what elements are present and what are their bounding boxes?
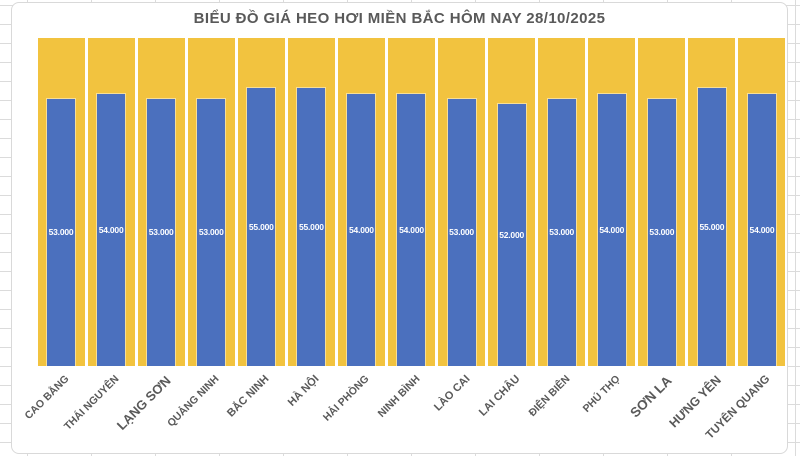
chart-title: BIỂU ĐỒ GIÁ HEO HƠI MIỀN BẮC HÔM NAY 28/…: [193, 10, 606, 27]
bar-group: 54.000: [587, 38, 637, 366]
value-label: 53.000: [549, 227, 575, 238]
value-bar[interactable]: 54.000: [397, 93, 426, 366]
plot-area: 53.000 54.000 53.000 53.000 55.000 55.000 54.0…: [36, 38, 787, 366]
value-label: 53.000: [649, 227, 675, 238]
value-label: 55.000: [699, 222, 725, 233]
value-label: 52.000: [499, 229, 525, 240]
bar-group: 54.000: [336, 38, 386, 366]
value-label: 55.000: [248, 222, 274, 233]
x-axis-label: LẠNG SƠN: [113, 373, 174, 433]
value-bar[interactable]: 55.000: [297, 88, 326, 366]
x-axis-label: QUẢNG NINH: [165, 373, 222, 430]
value-bar[interactable]: 55.000: [697, 88, 726, 366]
bar-group: 54.000: [386, 38, 436, 366]
value-bar[interactable]: 54.000: [597, 93, 626, 366]
value-label: 54.000: [399, 224, 424, 235]
value-bar[interactable]: 55.000: [247, 88, 276, 366]
bar-group: 54.000: [86, 38, 136, 366]
value-label: 55.000: [298, 222, 324, 233]
value-label: 53.000: [48, 227, 74, 238]
value-label: 54.000: [349, 224, 374, 235]
x-axis-label: NINH BÌNH: [375, 373, 422, 420]
bar-group: 53.000: [537, 38, 587, 366]
value-bar[interactable]: 53.000: [647, 98, 676, 366]
value-bar[interactable]: 54.000: [747, 93, 776, 366]
x-axis-label: SƠN LA: [627, 373, 675, 421]
x-axis-label: HẢI PHÒNG: [321, 373, 372, 424]
bar-group: 55.000: [236, 38, 286, 366]
x-axis-label: LÀO CAI: [431, 373, 473, 414]
x-axis-label: HÀ NỘI: [286, 373, 322, 409]
bar-group: 55.000: [687, 38, 737, 366]
chart-area[interactable]: BIỂU ĐỒ GIÁ HEO HƠI MIỀN BẮC HÔM NAY 28/…: [11, 2, 788, 454]
bar-group: 55.000: [286, 38, 336, 366]
x-axis-label: ĐIỆN BIÊN: [526, 373, 573, 420]
value-bar[interactable]: 52.000: [497, 103, 526, 366]
bar-group: 52.000: [487, 38, 537, 366]
value-bar[interactable]: 53.000: [147, 98, 176, 366]
bar-group: 53.000: [136, 38, 186, 366]
value-bar[interactable]: 54.000: [97, 93, 126, 366]
value-label: 54.000: [749, 224, 775, 235]
value-bar[interactable]: 53.000: [47, 98, 76, 366]
bar-group: 54.000: [737, 38, 787, 366]
x-axis: CAO BẰNG THÁI NGUYÊN LẠNG SƠN QUẢNG NINH BẮC…: [23, 371, 787, 451]
x-axis-label: LAI CHÂU: [476, 373, 523, 419]
bar-group: 53.000: [36, 38, 86, 366]
value-label: 54.000: [98, 224, 124, 235]
value-label: 53.000: [198, 227, 224, 238]
value-label: 53.000: [449, 227, 474, 238]
x-axis-label: BẮC NINH: [225, 373, 272, 420]
value-bar[interactable]: 53.000: [447, 98, 476, 366]
value-label: 54.000: [599, 224, 625, 235]
bar-group: 53.000: [637, 38, 687, 366]
value-label: 53.000: [148, 227, 174, 238]
x-axis-label: PHÚ THỌ: [580, 373, 623, 415]
value-bar[interactable]: 53.000: [547, 98, 576, 366]
value-bar[interactable]: 54.000: [347, 93, 376, 366]
x-axis-label: CAO BẰNG: [22, 373, 72, 422]
value-bar[interactable]: 53.000: [197, 98, 226, 366]
bar-group: 53.000: [437, 38, 487, 366]
bar-group: 53.000: [186, 38, 236, 366]
